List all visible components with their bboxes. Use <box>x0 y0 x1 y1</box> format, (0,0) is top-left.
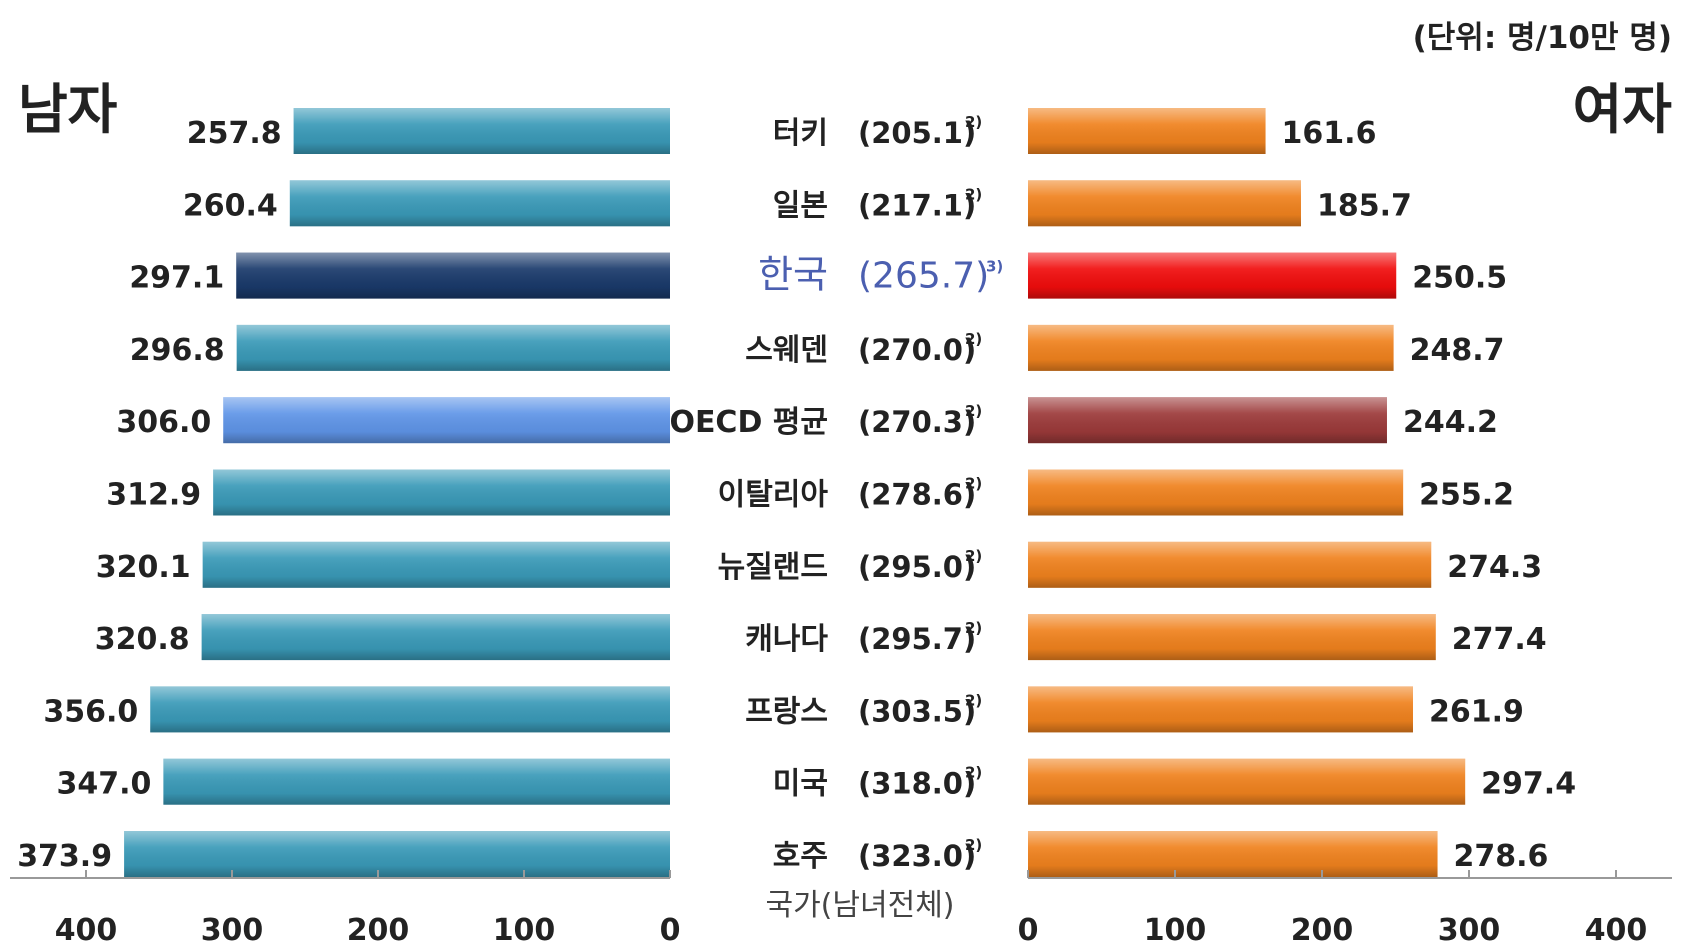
male-value-label: 297.1 <box>129 261 224 296</box>
female-bar <box>1028 541 1432 588</box>
female-bar <box>1028 180 1301 227</box>
total-note-label: 2) <box>965 691 982 709</box>
male-bar <box>293 108 670 154</box>
category-label: 뉴질랜드 <box>718 550 828 585</box>
female-x-tick-label: 0 <box>1018 913 1039 945</box>
female-value-label: 244.2 <box>1403 405 1498 440</box>
total-value-label: (318.0) <box>858 767 976 801</box>
female-value-label: 261.9 <box>1429 694 1524 729</box>
female-bar <box>1028 469 1404 516</box>
female-bar <box>1028 252 1397 299</box>
male-bar <box>163 758 670 805</box>
total-value-label: (205.1) <box>858 116 976 150</box>
female-panel-title: 여자 <box>1573 78 1673 141</box>
male-bar <box>236 252 670 299</box>
male-bar <box>289 180 670 227</box>
total-value-label: (278.6) <box>858 478 976 512</box>
male-x-tick-label: 300 <box>201 913 264 945</box>
female-x-tick-label: 300 <box>1438 913 1501 945</box>
male-bar <box>201 614 670 661</box>
female-value-label: 277.4 <box>1452 622 1547 657</box>
total-note-label: 3) <box>986 258 1003 276</box>
total-value-label: (265.7) <box>858 256 989 297</box>
category-label: 호주 <box>773 839 828 874</box>
female-value-label: 274.3 <box>1447 550 1542 585</box>
male-x-tick-label: 200 <box>347 913 410 945</box>
male-x-tick-label: 0 <box>660 913 681 945</box>
category-label: 미국 <box>773 767 828 802</box>
total-note-label: 2) <box>965 836 982 854</box>
female-value-label: 161.6 <box>1282 116 1377 151</box>
category-label: 터키 <box>773 116 828 151</box>
female-x-tick-label: 200 <box>1291 913 1354 945</box>
female-x-tick-label: 400 <box>1585 913 1648 945</box>
male-x-tick-label: 100 <box>493 913 556 945</box>
male-value-label: 306.0 <box>116 405 211 440</box>
total-note-label: 2) <box>965 475 982 493</box>
male-value-label: 320.1 <box>96 550 191 585</box>
female-value-label: 248.7 <box>1410 333 1505 368</box>
female-bar <box>1028 758 1466 805</box>
total-value-label: (270.3) <box>858 405 976 439</box>
male-bar <box>236 324 670 371</box>
female-value-label: 297.4 <box>1481 767 1576 802</box>
total-value-label: (217.1) <box>858 188 976 222</box>
male-panel-title: 남자 <box>18 78 118 141</box>
male-value-label: 356.0 <box>43 694 138 729</box>
male-value-label: 320.8 <box>95 622 190 657</box>
female-x-tick-label: 100 <box>1144 913 1207 945</box>
category-label: 캐나다 <box>745 622 828 657</box>
male-value-label: 257.8 <box>187 116 282 151</box>
total-note-label: 2) <box>965 619 982 637</box>
category-label: 프랑스 <box>745 694 828 729</box>
total-note-label: 2) <box>965 185 982 203</box>
female-bar <box>1028 397 1387 444</box>
female-value-label: 278.6 <box>1454 839 1549 874</box>
male-value-label: 373.9 <box>17 839 112 874</box>
total-value-label: (295.0) <box>858 550 976 584</box>
male-bar <box>223 397 671 444</box>
total-value-label: (323.0) <box>858 839 976 873</box>
female-value-label: 255.2 <box>1419 478 1514 513</box>
male-bar <box>213 469 670 516</box>
male-bar <box>202 541 671 588</box>
category-label: 일본 <box>773 188 828 223</box>
female-bar <box>1028 324 1394 371</box>
total-note-label: 2) <box>965 764 982 782</box>
center-axis-label: 국가(남녀전체) <box>765 888 954 923</box>
female-bar <box>1028 686 1413 733</box>
female-bar <box>1028 614 1436 661</box>
male-value-label: 312.9 <box>106 478 201 513</box>
total-note-label: 2) <box>965 113 982 131</box>
category-label: OECD 평균 <box>669 405 828 440</box>
male-x-tick-label: 400 <box>55 913 118 945</box>
total-note-label: 2) <box>965 330 982 348</box>
total-value-label: (270.0) <box>858 333 976 367</box>
male-bar <box>150 686 671 733</box>
total-note-label: 2) <box>965 547 982 565</box>
unit-label: (단위: 명/10만 명) <box>1413 20 1672 56</box>
female-bar <box>1028 831 1438 877</box>
male-value-label: 347.0 <box>56 767 151 802</box>
male-bar <box>124 831 670 877</box>
total-note-label: 2) <box>965 402 982 420</box>
female-value-label: 185.7 <box>1317 188 1412 223</box>
female-value-label: 250.5 <box>1412 261 1507 296</box>
male-value-label: 260.4 <box>183 188 278 223</box>
male-value-label: 296.8 <box>130 333 225 368</box>
category-label: 이탈리아 <box>718 478 829 513</box>
total-value-label: (295.7) <box>858 622 976 656</box>
category-label: 한국 <box>758 253 828 297</box>
total-value-label: (303.5) <box>858 694 976 728</box>
female-bar <box>1028 108 1266 154</box>
category-label: 스웨덴 <box>745 333 828 368</box>
